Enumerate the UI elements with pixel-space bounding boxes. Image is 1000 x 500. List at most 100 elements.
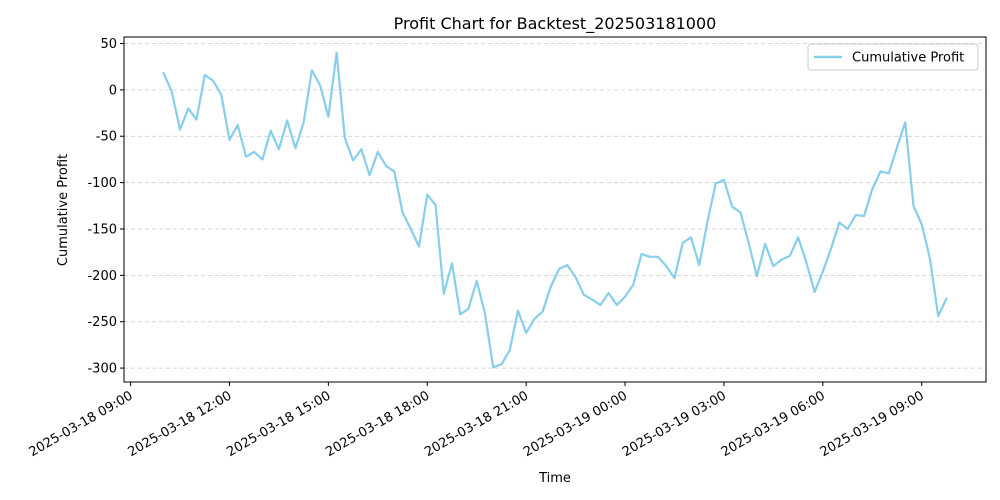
data-point: [204, 74, 205, 75]
data-point: [460, 314, 461, 315]
legend: Cumulative Profit: [807, 43, 979, 71]
data-point: [534, 318, 535, 319]
data-point: [855, 214, 856, 215]
series-layer: [162, 51, 948, 369]
data-point: [402, 212, 403, 213]
data-point: [608, 292, 609, 293]
data-point: [361, 149, 362, 150]
data-point: [163, 73, 164, 74]
data-point: [550, 286, 551, 287]
data-point: [336, 52, 337, 53]
data-point: [501, 364, 502, 365]
data-point: [542, 311, 543, 312]
data-point: [872, 189, 873, 190]
data-point: [888, 173, 889, 174]
y-axis-ticks: 50 0 -50 -100 -150 -200 -250 -300: [87, 37, 124, 377]
legend-label: Cumulative Profit: [852, 51, 964, 66]
data-point: [707, 221, 708, 222]
data-point: [270, 130, 271, 131]
y-tick-label: 50: [100, 37, 117, 52]
data-point: [913, 205, 914, 206]
data-point: [781, 259, 782, 260]
data-point: [229, 139, 230, 140]
data-point: [946, 298, 947, 299]
data-point: [666, 265, 667, 266]
y-tick-label: -150: [87, 222, 117, 237]
data-point: [789, 255, 790, 256]
data-point: [839, 222, 840, 223]
data-point: [476, 280, 477, 281]
data-point: [773, 265, 774, 266]
data-point: [830, 248, 831, 249]
data-point: [674, 278, 675, 279]
y-tick-label: -200: [87, 269, 117, 284]
data-point: [896, 147, 897, 148]
data-point: [303, 122, 304, 123]
data-point: [188, 108, 189, 109]
data-point: [715, 183, 716, 184]
data-point: [385, 165, 386, 166]
data-point: [517, 310, 518, 311]
data-point: [443, 293, 444, 294]
legend-box: [807, 43, 979, 71]
data-point: [938, 316, 939, 317]
data-point: [649, 256, 650, 257]
data-point: [583, 294, 584, 295]
data-point: [847, 228, 848, 229]
data-point: [748, 242, 749, 243]
data-point: [418, 246, 419, 247]
data-point: [756, 276, 757, 277]
data-point: [212, 80, 213, 81]
data-point: [798, 237, 799, 238]
data-point: [699, 265, 700, 266]
data-point: [295, 148, 296, 149]
x-axis-label: Time: [538, 471, 571, 486]
y-tick-label: -250: [87, 315, 117, 330]
data-point: [633, 284, 634, 285]
data-point: [171, 91, 172, 92]
data-point: [740, 212, 741, 213]
data-point: [369, 175, 370, 176]
data-point: [682, 242, 683, 243]
y-tick-label: -100: [87, 176, 117, 191]
data-point: [657, 256, 658, 257]
data-point: [493, 367, 494, 368]
data-point: [690, 237, 691, 238]
y-tick-label: -300: [87, 362, 117, 377]
chart-title: Profit Chart for Backtest_202503181000: [394, 14, 717, 34]
data-point: [567, 265, 568, 266]
plot-area-frame: [123, 36, 987, 383]
data-point: [765, 243, 766, 244]
series-line-cumulative-profit: [162, 51, 948, 369]
data-point: [641, 253, 642, 254]
data-point: [591, 299, 592, 300]
data-point: [905, 122, 906, 123]
data-point: [526, 332, 527, 333]
data-point: [287, 120, 288, 121]
data-point: [451, 263, 452, 264]
data-point: [723, 179, 724, 180]
data-point: [353, 160, 354, 161]
data-point: [863, 215, 864, 216]
data-point: [732, 206, 733, 207]
data-point: [468, 308, 469, 309]
data-point: [237, 125, 238, 126]
data-point: [435, 204, 436, 205]
data-point: [410, 228, 411, 229]
data-point: [328, 116, 329, 117]
data-point: [600, 304, 601, 305]
data-point: [616, 304, 617, 305]
data-point: [484, 313, 485, 314]
data-point: [814, 291, 815, 292]
data-point: [278, 149, 279, 150]
data-point: [880, 171, 881, 172]
data-point: [921, 224, 922, 225]
data-point: [320, 85, 321, 86]
data-point: [221, 94, 222, 95]
data-point: [624, 296, 625, 297]
data-point: [509, 350, 510, 351]
data-point: [929, 258, 930, 259]
